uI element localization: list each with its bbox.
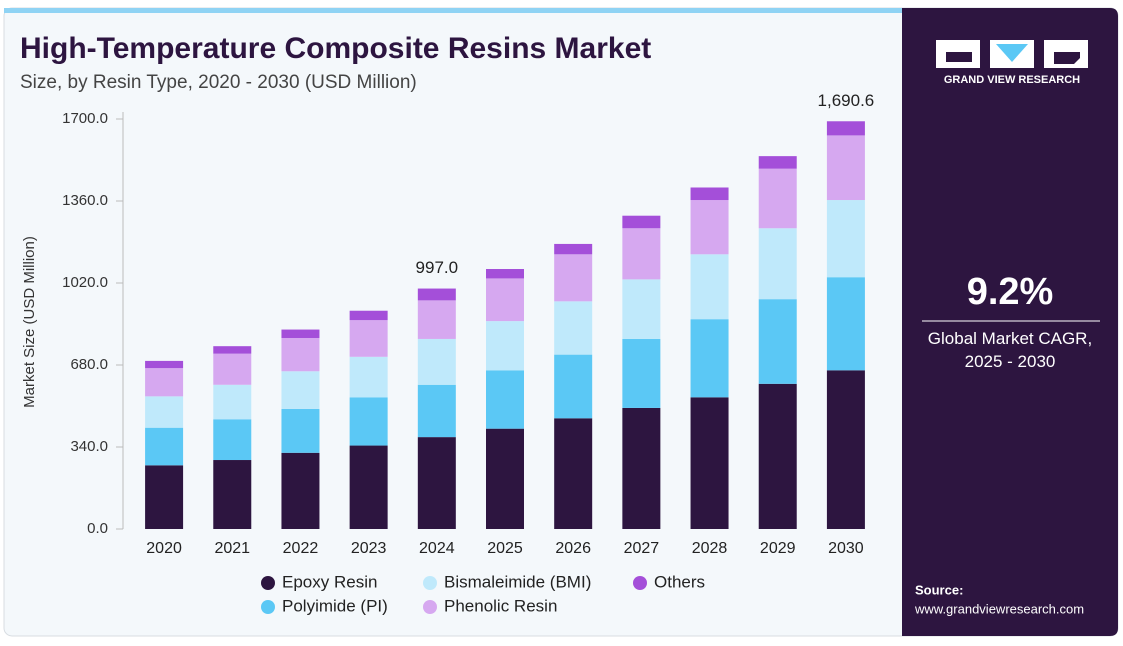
source: www.grandviewresearch.com xyxy=(914,601,1084,616)
cagr-label: Global Market CAGR, 2025 - 2030 xyxy=(928,329,1092,371)
bar-segment xyxy=(554,354,593,419)
bar-segment xyxy=(826,370,865,529)
legend-swatch xyxy=(261,600,275,614)
bar-segment xyxy=(417,288,456,301)
cagr: 9.2% xyxy=(967,271,1054,313)
bar-segment xyxy=(349,445,388,529)
bar-segment xyxy=(554,254,593,302)
bar-segment xyxy=(145,396,184,428)
x-tick-label: 2029 xyxy=(760,540,796,557)
bar-segment xyxy=(417,300,456,339)
x-tick-label: 2027 xyxy=(624,540,660,557)
y-tick-label: 0.0 xyxy=(87,520,108,537)
bar-segment xyxy=(417,384,456,438)
bar-segment xyxy=(622,279,661,339)
bar-segment xyxy=(758,299,797,384)
x-tick-label: 2024 xyxy=(419,540,455,557)
y-tick-label: 1700.0 xyxy=(62,110,108,127)
x-tick-label: 2022 xyxy=(283,540,319,557)
bar-segment xyxy=(690,254,729,320)
bar-segment xyxy=(622,407,661,529)
bar-segment xyxy=(758,168,797,229)
sidebar xyxy=(902,8,1118,636)
bar-segment xyxy=(281,329,320,338)
legend-label: Others xyxy=(654,572,705,591)
bar-segment xyxy=(758,228,797,300)
chart-subtitle: Size, by Resin Type, 2020 - 2030 (USD Mi… xyxy=(20,72,417,93)
bar-segment xyxy=(213,384,252,420)
legend-swatch xyxy=(633,576,647,590)
y-tick-label: 1360.0 xyxy=(62,192,108,209)
bar-segment xyxy=(281,408,320,453)
y-axis-title: Market Size (USD Million) xyxy=(21,236,38,408)
bar-segment xyxy=(281,337,320,372)
bar-segment xyxy=(622,215,661,229)
bar-segment xyxy=(349,397,388,446)
accent-bar xyxy=(4,8,902,13)
legend-label: Phenolic Resin xyxy=(444,596,557,615)
bar-segment xyxy=(213,353,252,385)
bar-segment xyxy=(281,452,320,529)
bar-segment xyxy=(554,301,593,355)
bar-segment xyxy=(826,135,865,201)
brand: GRAND VIEW RESEARCH xyxy=(944,74,1080,86)
bar-segment xyxy=(554,418,593,529)
bar-segment xyxy=(758,383,797,529)
x-tick-label: 2026 xyxy=(555,540,591,557)
bar-segment xyxy=(486,428,524,529)
bar-segment xyxy=(145,368,184,397)
x-tick-label: 2025 xyxy=(487,540,523,557)
bar-segment xyxy=(213,419,252,461)
bar-segment xyxy=(690,200,729,255)
bar-segment xyxy=(690,187,729,201)
bar-segment xyxy=(486,370,524,429)
bar-segment xyxy=(486,278,524,322)
legend-swatch xyxy=(261,576,275,590)
y-tick-label: 1020.0 xyxy=(62,274,108,291)
bar-segment xyxy=(826,277,865,371)
bar-segment xyxy=(213,460,252,529)
bar-segment xyxy=(758,156,797,169)
bar-segment xyxy=(145,427,184,466)
legend-swatch xyxy=(423,600,437,614)
chart-title: High-Temperature Composite Resins Market xyxy=(20,32,651,65)
total-label: 997.0 xyxy=(416,258,459,277)
legend-label: Polyimide (PI) xyxy=(282,596,388,615)
bar-segment xyxy=(826,121,865,136)
bar-segment xyxy=(622,338,661,408)
x-tick-label: 2020 xyxy=(146,540,182,557)
bar-segment xyxy=(145,465,184,529)
bar-segment xyxy=(690,319,729,398)
x-tick-label: 2023 xyxy=(351,540,387,557)
bar-segment xyxy=(554,243,593,255)
logo xyxy=(936,40,1088,68)
bar-segment xyxy=(690,397,729,529)
bar-segment xyxy=(349,356,388,398)
x-tick-label: 2021 xyxy=(214,540,250,557)
bar-segment xyxy=(281,371,320,409)
bar-segment xyxy=(145,360,184,369)
bar-segment xyxy=(213,346,252,354)
bar-segment xyxy=(826,200,865,278)
x-tick-label: 2028 xyxy=(692,540,728,557)
bar-segment xyxy=(349,310,388,321)
bar-segment xyxy=(417,338,456,385)
bar-segment xyxy=(486,269,524,279)
y-tick-label: 680.0 xyxy=(70,356,108,373)
x-tick-label: 2030 xyxy=(828,540,864,557)
bar-segment xyxy=(417,437,456,529)
bar-segment xyxy=(622,228,661,280)
bar-segment xyxy=(349,320,388,357)
source-label: Source: xyxy=(915,582,963,597)
y-tick-label: 340.0 xyxy=(70,438,108,455)
legend-swatch xyxy=(423,576,437,590)
legend-label: Bismaleimide (BMI) xyxy=(444,572,591,591)
total-label: 1,690.6 xyxy=(818,91,875,110)
legend-label: Epoxy Resin xyxy=(282,572,377,591)
bar-segment xyxy=(486,321,524,371)
